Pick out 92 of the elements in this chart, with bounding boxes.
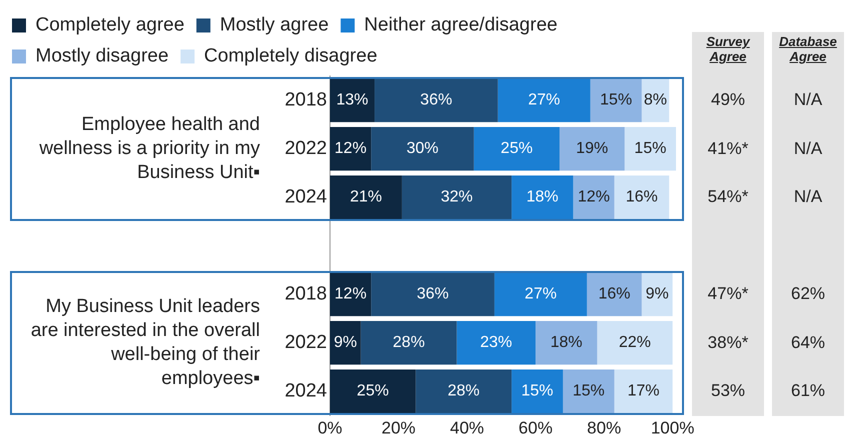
bar [330, 320, 361, 365]
data-label: 12% [334, 286, 367, 303]
text: 47%* [706, 283, 750, 306]
data-label: 15% [572, 382, 605, 400]
y-tick-label: 2018 [284, 89, 327, 110]
data-label: 13% [336, 92, 368, 109]
bar [590, 78, 642, 122]
y-tick-label: 2022 [284, 332, 327, 354]
legend-label: Neither agree/disagree [364, 14, 558, 36]
legend-label: Completely disagree [204, 46, 378, 67]
text: N/A [792, 186, 824, 208]
bar [597, 320, 673, 365]
data-label: 23% [480, 334, 512, 352]
data-label: 25% [500, 140, 533, 158]
data-label: 36% [420, 92, 452, 109]
data-label: 28% [392, 334, 425, 352]
x-tick-label: 0% [318, 418, 342, 438]
bar [371, 126, 474, 171]
bar [624, 126, 676, 171]
text: 64% [790, 332, 826, 354]
data-label: 12% [334, 140, 367, 158]
legend-label: Mostly disagree [36, 46, 169, 67]
y-tick-label: 2024 [284, 186, 328, 208]
bar [371, 272, 494, 316]
x-tick-label: 20% [382, 418, 416, 438]
bar [562, 370, 614, 414]
data-label: 28% [448, 382, 480, 400]
bar [586, 272, 642, 316]
data-label: 27% [524, 286, 557, 303]
bar [614, 175, 670, 220]
bar [330, 126, 372, 171]
x-tick-label: 80% [587, 418, 622, 438]
data-label: 17% [627, 382, 660, 400]
text: My Business Unit leaders are interested in the overall well-being of their employees▪ [30, 294, 260, 391]
bar [330, 78, 375, 122]
bar [573, 175, 614, 220]
bar [614, 370, 673, 414]
text: 49% [710, 89, 746, 112]
bar [360, 320, 457, 365]
data-label: 12% [578, 188, 610, 206]
data-label: 32% [440, 188, 473, 206]
text: N/A [792, 138, 824, 160]
text: 62% [790, 283, 826, 306]
data-label: 9% [646, 286, 669, 303]
data-label: 9% [334, 334, 357, 352]
bar [374, 78, 498, 122]
data-label: 15% [634, 140, 666, 158]
x-tick-label: 40% [450, 418, 484, 438]
bar [330, 175, 402, 220]
y-tick-label: 2018 [284, 284, 327, 305]
y-tick-label: 2022 [284, 138, 327, 160]
data-label: 30% [406, 140, 439, 158]
legend-label: Completely agree [36, 14, 184, 36]
data-label: 15% [521, 382, 554, 400]
text: 41%* [706, 138, 750, 160]
legend-label: Mostly agree [220, 14, 329, 36]
text: Survey Agree [705, 34, 752, 64]
data-label: 8% [644, 92, 668, 109]
bar [402, 175, 512, 220]
data-label: 18% [526, 188, 558, 206]
bar [642, 272, 673, 316]
bar [474, 126, 560, 171]
text: 54%* [706, 186, 750, 208]
data-label: 19% [576, 140, 608, 158]
bar [330, 370, 416, 414]
data-label: 36% [416, 286, 449, 303]
text: N/A [792, 89, 824, 112]
bar [330, 272, 372, 316]
bar [560, 126, 625, 171]
data-label: 16% [598, 286, 630, 303]
bar [512, 175, 574, 220]
x-tick-label: 100% [650, 418, 694, 438]
text: 53% [710, 380, 746, 402]
data-label: 16% [626, 188, 658, 206]
y-tick-label: 2024 [284, 380, 328, 402]
data-label: 22% [618, 334, 651, 352]
text: 61% [790, 380, 826, 402]
bar [494, 272, 587, 316]
data-label: 18% [550, 334, 582, 352]
text: Employee health and wellness is a priority in my Business Unit▪ [38, 112, 260, 185]
data-label: 27% [528, 92, 560, 109]
text: 38%* [706, 332, 750, 354]
bar [512, 370, 563, 414]
bar [498, 78, 590, 122]
data-label: 21% [350, 188, 382, 206]
bar [536, 320, 598, 365]
bar [416, 370, 512, 414]
text: Database Agree [778, 34, 838, 64]
data-label: 15% [600, 92, 632, 109]
x-tick-label: 60% [518, 418, 553, 438]
data-label: 25% [356, 382, 389, 400]
bar [456, 320, 536, 365]
